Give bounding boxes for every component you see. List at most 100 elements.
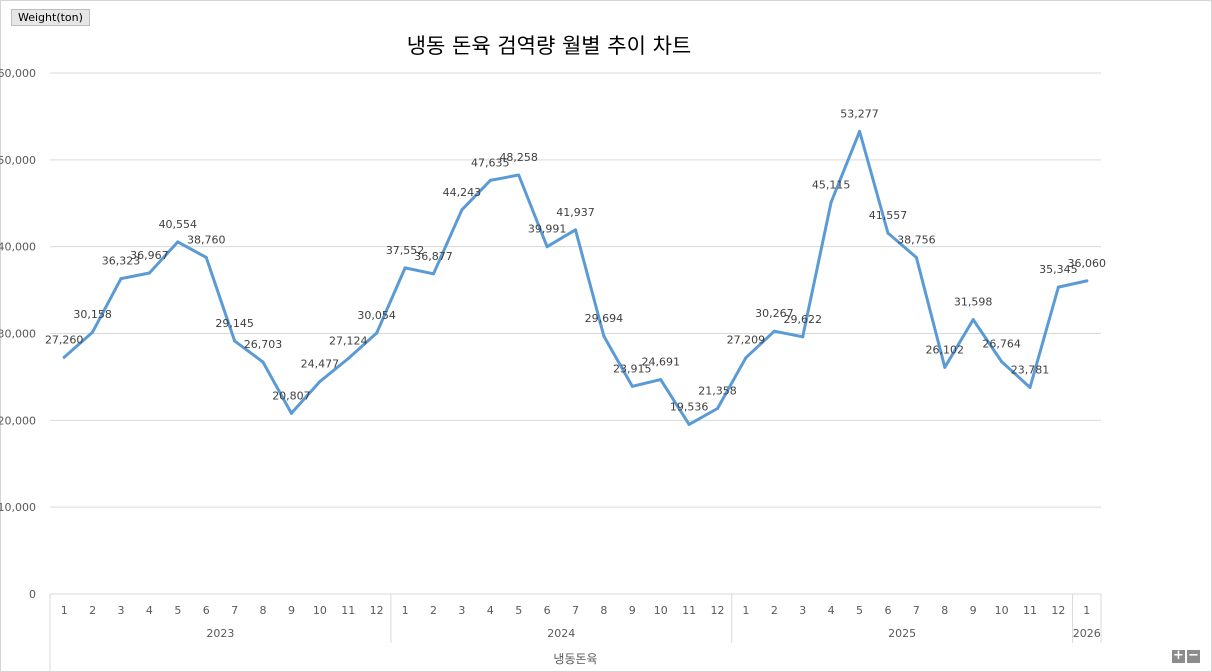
x-tick-label: 9 — [288, 604, 295, 617]
x-tick-label: 8 — [941, 604, 948, 617]
data-label: 38,756 — [897, 233, 936, 246]
data-label: 44,243 — [443, 186, 482, 199]
x-tick-label: 2 — [771, 604, 778, 617]
data-point — [318, 379, 322, 383]
data-label: 36,323 — [102, 255, 141, 268]
x-tick-label: 3 — [118, 604, 125, 617]
data-point — [1056, 285, 1060, 289]
x-tick-label: 7 — [572, 604, 579, 617]
data-point — [62, 355, 66, 359]
y-tick-label: 10,000 — [0, 501, 36, 514]
x-group-label: 2026 — [1073, 627, 1101, 640]
data-label: 37,552 — [386, 244, 425, 257]
data-label: 36,060 — [1068, 257, 1107, 270]
data-point — [545, 245, 549, 249]
data-point — [971, 318, 975, 322]
x-tick-label: 1 — [61, 604, 68, 617]
x-tick-label: 10 — [654, 604, 668, 617]
data-label: 29,145 — [215, 317, 254, 330]
data-label: 39,991 — [528, 223, 567, 236]
y-tick-label: 20,000 — [0, 414, 36, 427]
series-line — [62, 129, 1089, 426]
x-tick-label: 2 — [430, 604, 437, 617]
data-label: 41,557 — [869, 209, 908, 222]
data-label: 24,477 — [301, 357, 340, 370]
y-unit-label[interactable]: Weight(ton) — [11, 9, 90, 26]
data-point — [233, 339, 237, 343]
data-label: 38,760 — [187, 233, 226, 246]
data-label: 26,764 — [982, 338, 1021, 351]
x-group-label: 2025 — [888, 627, 916, 640]
data-point — [602, 334, 606, 338]
data-label: 47,635 — [471, 156, 510, 169]
data-label: 19,536 — [670, 400, 709, 413]
x-tick-label: 7 — [231, 604, 238, 617]
data-point — [488, 178, 492, 182]
data-point — [716, 407, 720, 411]
data-label: 36,967 — [130, 249, 169, 262]
data-point — [574, 228, 577, 232]
data-point — [147, 271, 151, 275]
x-tick-label: 5 — [856, 604, 863, 617]
x-tick-label: 4 — [828, 604, 835, 617]
data-label: 31,598 — [954, 296, 993, 309]
x-tick-label: 6 — [544, 604, 551, 617]
x-tick-label: 8 — [260, 604, 267, 617]
x-tick-label: 4 — [146, 604, 153, 617]
zoom-in-button[interactable]: + — [1172, 648, 1185, 663]
data-point — [460, 208, 464, 212]
x-tick-label: 12 — [1051, 604, 1065, 617]
data-label: 29,694 — [585, 312, 624, 325]
zoom-out-button[interactable]: − — [1187, 648, 1200, 663]
data-label: 29,622 — [783, 313, 822, 326]
data-label: 26,102 — [926, 343, 965, 356]
data-point — [801, 335, 805, 339]
data-label: 24,691 — [641, 356, 680, 369]
data-point — [91, 330, 95, 334]
x-tick-label: 10 — [995, 604, 1009, 617]
x-tick-label: 1 — [402, 604, 409, 617]
y-tick-label: 0 — [29, 588, 36, 601]
data-point — [431, 272, 435, 276]
data-point — [375, 331, 379, 335]
data-point — [204, 255, 208, 259]
x-tick-label: 11 — [1023, 604, 1037, 617]
data-label: 48,258 — [499, 151, 538, 164]
data-point — [829, 200, 833, 204]
data-label: 23,781 — [1011, 364, 1050, 377]
data-label: 40,554 — [159, 218, 198, 231]
x-tick-label: 9 — [629, 604, 636, 617]
data-label: 30,054 — [357, 309, 396, 322]
y-tick-label: 50,000 — [0, 154, 36, 167]
x-tick-label: 1 — [1083, 604, 1090, 617]
x-tick-label: 12 — [370, 604, 384, 617]
y-tick-label: 60,000 — [0, 67, 36, 80]
data-point — [772, 329, 776, 333]
x-tick-label: 11 — [682, 604, 696, 617]
x-axis-title: 냉동돈육 — [553, 652, 597, 666]
x-tick-label: 11 — [341, 604, 355, 617]
zoom-controls: + − — [1172, 648, 1200, 663]
x-tick-label: 6 — [203, 604, 210, 617]
data-point — [403, 266, 407, 270]
data-label: 41,937 — [556, 206, 595, 219]
data-point — [289, 411, 293, 415]
series-line-path — [62, 129, 1089, 426]
x-tick-label: 3 — [799, 604, 806, 617]
data-point — [517, 173, 521, 177]
x-tick-label: 8 — [600, 604, 607, 617]
x-tick-label: 10 — [313, 604, 327, 617]
data-point — [261, 360, 265, 364]
data-point — [659, 378, 663, 382]
data-label: 27,209 — [727, 334, 766, 347]
data-point — [176, 240, 180, 244]
data-point — [630, 384, 634, 388]
data-point — [119, 277, 123, 281]
data-point — [886, 231, 890, 235]
data-point — [1028, 386, 1032, 390]
data-point — [1085, 279, 1089, 283]
x-group-label: 2024 — [547, 627, 575, 640]
